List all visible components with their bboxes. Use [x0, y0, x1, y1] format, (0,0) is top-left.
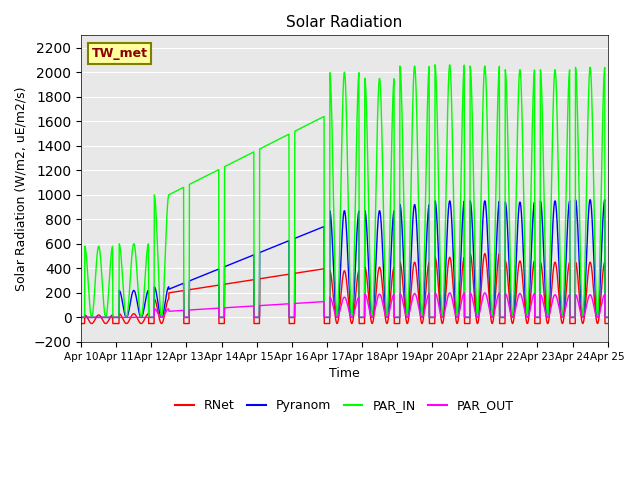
Legend: RNet, Pyranom, PAR_IN, PAR_OUT: RNet, Pyranom, PAR_IN, PAR_OUT — [170, 394, 519, 417]
Y-axis label: Solar Radiation (W/m2, uE/m2/s): Solar Radiation (W/m2, uE/m2/s) — [15, 86, 28, 291]
Text: TW_met: TW_met — [92, 47, 148, 60]
Title: Solar Radiation: Solar Radiation — [286, 15, 403, 30]
X-axis label: Time: Time — [329, 367, 360, 380]
